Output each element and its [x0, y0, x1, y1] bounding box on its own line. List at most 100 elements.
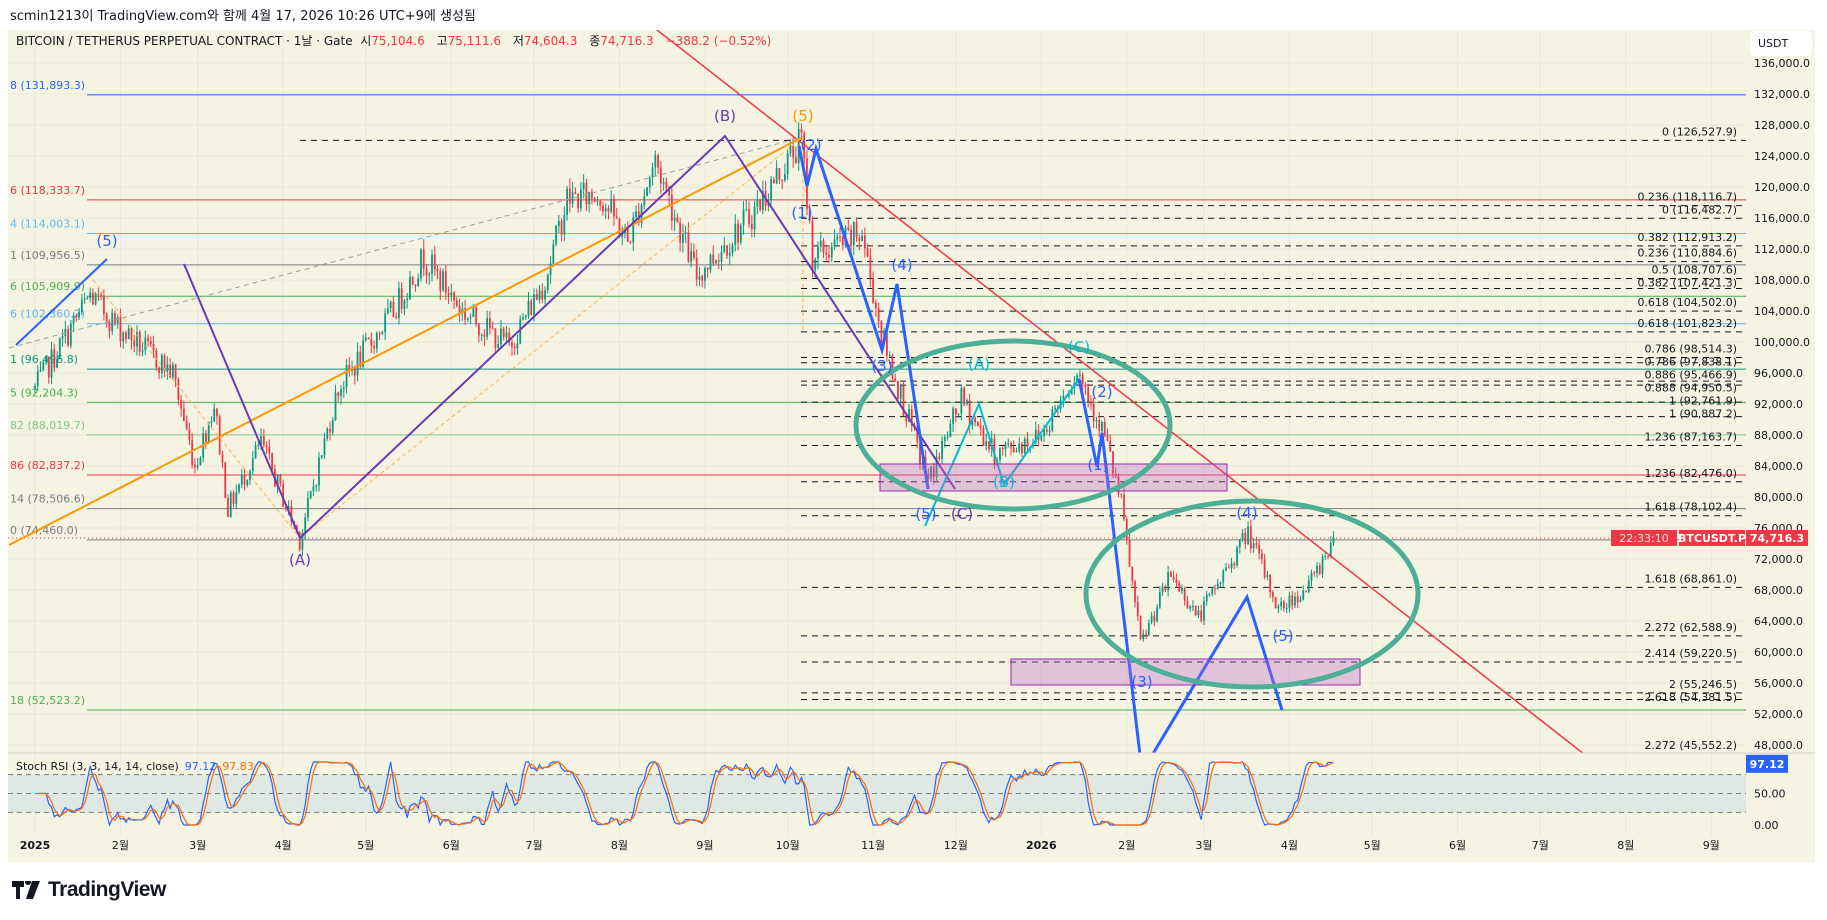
highlight-ellipse[interactable]: [853, 338, 1173, 512]
candle: [1181, 584, 1183, 595]
candle: [748, 201, 750, 228]
candle-body: [108, 321, 111, 332]
candle-body: [1023, 439, 1026, 454]
candle: [45, 356, 47, 366]
orange-trendline[interactable]: [8, 136, 804, 546]
candle-body: [210, 421, 213, 424]
drawings[interactable]: (5) (A) (B) (C) (5) (1) (2) (3) (4) (5) (A) (B) (C) (…: [8, 26, 1584, 772]
candle-body: [1048, 430, 1051, 432]
symbol-title[interactable]: BITCOIN / TETHERUS PERPETUAL CONTRACT · …: [16, 34, 353, 48]
candle-body: [745, 209, 748, 211]
candle-body: [775, 168, 778, 184]
candle-body: [695, 257, 698, 280]
candle: [684, 225, 687, 244]
candle-body: [1296, 596, 1299, 603]
candle: [160, 353, 163, 379]
candle: [119, 308, 122, 348]
highlight-ellipse[interactable]: [1083, 498, 1421, 690]
wave-label: (5): [1272, 627, 1293, 645]
fib-label-left: 6 (105,909.9): [10, 280, 85, 293]
candle-body: [1164, 586, 1167, 591]
fib-levels[interactable]: 8 (131,893.3) 6 (118,333.7) 4 (114,003.1) 1…: [8, 79, 1746, 768]
candle: [524, 314, 527, 320]
high-label: 고: [436, 34, 448, 48]
candle-body: [1101, 422, 1103, 432]
ticker-tag[interactable]: [1679, 529, 1745, 546]
candle: [544, 286, 546, 305]
candle-body: [254, 445, 257, 458]
axes[interactable]: 136,000.0 132,000.0 128,000.0 124,000.0 120,…: [20, 57, 1810, 852]
candle: [53, 343, 56, 373]
candle: [298, 530, 301, 552]
stoch-rsi-legend[interactable]: Stoch RSI (3, 3, 14, 14, close) 97.12 97.8…: [16, 760, 254, 773]
candle: [869, 248, 872, 287]
candle-body: [1332, 537, 1335, 544]
currency-button[interactable]: USDT: [1750, 31, 1812, 56]
candle: [549, 256, 552, 284]
candle: [395, 312, 398, 320]
candle: [348, 357, 351, 377]
candle: [899, 383, 902, 407]
impulse-wave-line[interactable]: [797, 143, 930, 490]
candle-body: [635, 211, 637, 218]
candle-body: [152, 344, 155, 351]
candle: [1258, 539, 1261, 560]
candle: [1145, 629, 1147, 639]
candle: [257, 440, 260, 450]
candle: [974, 416, 977, 427]
candle-body: [301, 532, 304, 550]
candle: [1034, 421, 1037, 447]
candle: [659, 161, 662, 194]
candle-body: [97, 293, 100, 295]
candle-body: [188, 429, 191, 441]
tradingview-logo[interactable]: TradingView: [12, 878, 166, 902]
candle-body: [494, 328, 497, 348]
candle: [786, 149, 789, 180]
brand-name: TradingView: [48, 878, 166, 901]
candle-body: [1183, 587, 1186, 601]
fib-label-right: 2.414 (59,220.5): [1644, 647, 1737, 660]
candle-body: [946, 436, 949, 438]
stoch-value-tag[interactable]: [1746, 754, 1788, 773]
candle: [417, 273, 420, 287]
candle-body: [1103, 422, 1106, 436]
impulse-wave-line-2[interactable]: [1077, 378, 1284, 772]
candle: [1236, 545, 1238, 568]
abc-wave-line-cyan[interactable]: [924, 378, 1080, 527]
candle-body: [952, 408, 954, 424]
candle: [127, 324, 130, 340]
candle-body: [1150, 615, 1153, 623]
candle-body: [304, 517, 307, 533]
candle-body: [690, 251, 693, 262]
candle-body: [238, 484, 240, 492]
candle-body: [119, 316, 122, 341]
candle: [513, 342, 516, 356]
candle: [932, 462, 935, 485]
candle: [108, 318, 111, 339]
candle: [935, 449, 938, 483]
candle: [422, 239, 425, 277]
last-price-tag[interactable]: [1746, 529, 1808, 546]
candle: [839, 227, 841, 243]
candle: [720, 245, 723, 271]
candle-body: [1269, 574, 1272, 593]
candle-body: [618, 218, 621, 237]
candle: [455, 297, 458, 308]
candle-body: [1081, 374, 1084, 385]
candle-body: [1054, 407, 1056, 410]
candle: [654, 150, 657, 177]
time-tick-label: 2월: [1118, 839, 1135, 852]
fib-label-right: 0.786 (97,838.1): [1644, 356, 1737, 369]
candle-body: [833, 239, 836, 247]
candle: [251, 451, 254, 476]
candle: [279, 473, 282, 488]
candle: [830, 242, 833, 263]
abc-wave-line-purple[interactable]: [183, 134, 956, 540]
gray-dashed-line[interactable]: [8, 136, 804, 349]
wave-line-blue[interactable]: [15, 258, 108, 346]
descending-trendline[interactable]: [652, 26, 1584, 754]
support-zone-box[interactable]: [879, 463, 1228, 492]
candle-body: [999, 447, 1001, 461]
candle-body: [1181, 587, 1183, 592]
